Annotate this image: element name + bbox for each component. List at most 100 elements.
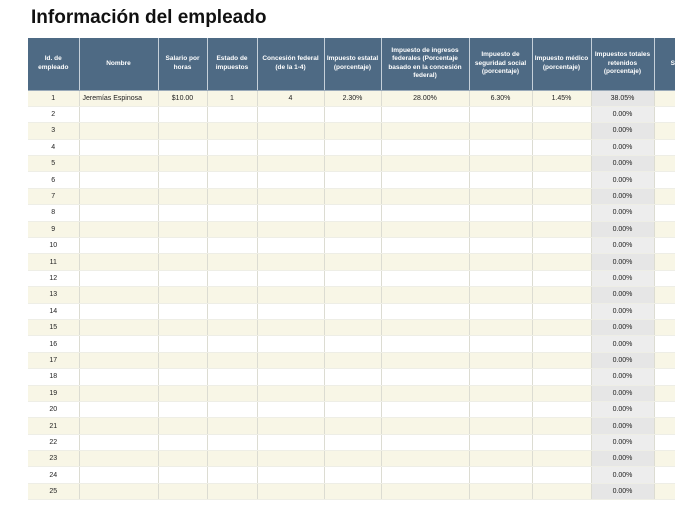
cell-deduction[interactable] — [654, 253, 675, 271]
cell-medical-tax[interactable] — [532, 139, 592, 157]
cell-federal-allowance[interactable] — [257, 401, 325, 419]
cell-employee-id[interactable]: 23 — [28, 450, 80, 468]
cell-total-withheld[interactable]: 0.00% — [591, 204, 655, 222]
cell-medical-tax[interactable] — [532, 237, 592, 255]
cell-social-security-tax[interactable] — [469, 417, 533, 435]
cell-tax-status[interactable] — [207, 155, 258, 173]
cell-federal-allowance[interactable] — [257, 188, 325, 206]
cell-federal-income-tax[interactable] — [381, 253, 470, 271]
cell-hourly-wage[interactable]: $10.00 — [158, 90, 208, 107]
cell-name[interactable] — [79, 368, 159, 386]
cell-deduction[interactable] — [654, 417, 675, 435]
cell-federal-allowance[interactable]: 4 — [257, 90, 325, 107]
cell-medical-tax[interactable] — [532, 188, 592, 206]
cell-tax-status[interactable] — [207, 434, 258, 452]
cell-deduction[interactable]: $ — [654, 90, 675, 107]
cell-hourly-wage[interactable] — [158, 401, 208, 419]
cell-social-security-tax[interactable] — [469, 368, 533, 386]
cell-deduction[interactable] — [654, 319, 675, 337]
cell-name[interactable] — [79, 483, 159, 500]
cell-name[interactable] — [79, 450, 159, 468]
cell-federal-income-tax[interactable] — [381, 385, 470, 402]
cell-tax-status[interactable] — [207, 106, 258, 124]
cell-social-security-tax[interactable] — [469, 221, 533, 239]
cell-social-security-tax[interactable] — [469, 385, 533, 402]
cell-employee-id[interactable]: 12 — [28, 270, 80, 288]
cell-medical-tax[interactable] — [532, 401, 592, 419]
cell-hourly-wage[interactable] — [158, 417, 208, 435]
cell-medical-tax[interactable] — [532, 319, 592, 337]
cell-employee-id[interactable]: 13 — [28, 286, 80, 304]
cell-medical-tax[interactable] — [532, 368, 592, 386]
cell-federal-income-tax[interactable] — [381, 466, 470, 484]
cell-name[interactable] — [79, 401, 159, 419]
cell-state-tax[interactable] — [324, 466, 382, 484]
cell-federal-allowance[interactable] — [257, 286, 325, 304]
cell-social-security-tax[interactable] — [469, 335, 533, 353]
cell-deduction[interactable] — [654, 270, 675, 288]
cell-total-withheld[interactable]: 0.00% — [591, 319, 655, 337]
cell-name[interactable] — [79, 237, 159, 255]
cell-hourly-wage[interactable] — [158, 434, 208, 452]
cell-federal-allowance[interactable] — [257, 434, 325, 452]
cell-tax-status[interactable] — [207, 352, 258, 370]
cell-social-security-tax[interactable] — [469, 139, 533, 157]
cell-total-withheld[interactable]: 0.00% — [591, 237, 655, 255]
cell-tax-status[interactable] — [207, 286, 258, 304]
cell-social-security-tax[interactable] — [469, 270, 533, 288]
header-hourly-wage[interactable]: Salario por horas — [158, 38, 208, 91]
cell-name[interactable] — [79, 106, 159, 124]
cell-deduction[interactable] — [654, 434, 675, 452]
cell-name[interactable] — [79, 335, 159, 353]
cell-tax-status[interactable] — [207, 368, 258, 386]
cell-total-withheld[interactable]: 0.00% — [591, 122, 655, 140]
cell-deduction[interactable] — [654, 450, 675, 468]
cell-deduction[interactable] — [654, 483, 675, 500]
cell-deduction[interactable]: $ — [654, 106, 675, 124]
cell-state-tax[interactable] — [324, 155, 382, 173]
cell-total-withheld[interactable]: 0.00% — [591, 221, 655, 239]
cell-total-withheld[interactable]: 0.00% — [591, 352, 655, 370]
cell-federal-income-tax[interactable] — [381, 368, 470, 386]
cell-social-security-tax[interactable] — [469, 450, 533, 468]
cell-medical-tax[interactable] — [532, 270, 592, 288]
cell-deduction[interactable] — [654, 171, 675, 189]
cell-medical-tax[interactable] — [532, 204, 592, 222]
cell-hourly-wage[interactable] — [158, 303, 208, 320]
cell-employee-id[interactable]: 18 — [28, 368, 80, 386]
cell-deduction[interactable] — [654, 204, 675, 222]
cell-name[interactable] — [79, 204, 159, 222]
cell-state-tax[interactable] — [324, 270, 382, 288]
cell-hourly-wage[interactable] — [158, 286, 208, 304]
cell-deduction[interactable] — [654, 237, 675, 255]
cell-hourly-wage[interactable] — [158, 368, 208, 386]
cell-hourly-wage[interactable] — [158, 139, 208, 157]
cell-social-security-tax[interactable]: 6.30% — [469, 90, 533, 107]
cell-deduction[interactable] — [654, 335, 675, 353]
cell-medical-tax[interactable] — [532, 106, 592, 124]
cell-federal-income-tax[interactable] — [381, 139, 470, 157]
cell-total-withheld[interactable]: 0.00% — [591, 466, 655, 484]
cell-hourly-wage[interactable] — [158, 106, 208, 124]
cell-medical-tax[interactable] — [532, 303, 592, 320]
cell-federal-income-tax[interactable] — [381, 155, 470, 173]
header-medical-tax[interactable]: Impuesto médico (porcentaje) — [532, 38, 592, 91]
cell-federal-allowance[interactable] — [257, 450, 325, 468]
cell-name[interactable] — [79, 139, 159, 157]
header-name[interactable]: Nombre — [79, 38, 159, 91]
cell-state-tax[interactable] — [324, 434, 382, 452]
cell-name[interactable] — [79, 417, 159, 435]
cell-state-tax[interactable] — [324, 319, 382, 337]
cell-hourly-wage[interactable] — [158, 188, 208, 206]
cell-state-tax[interactable]: 2.30% — [324, 90, 382, 107]
cell-name[interactable] — [79, 385, 159, 402]
cell-federal-allowance[interactable] — [257, 352, 325, 370]
cell-state-tax[interactable] — [324, 450, 382, 468]
cell-social-security-tax[interactable] — [469, 483, 533, 500]
cell-total-withheld[interactable]: 0.00% — [591, 335, 655, 353]
cell-state-tax[interactable] — [324, 139, 382, 157]
cell-deduction[interactable] — [654, 139, 675, 157]
cell-federal-allowance[interactable] — [257, 106, 325, 124]
cell-medical-tax[interactable] — [532, 286, 592, 304]
cell-tax-status[interactable] — [207, 221, 258, 239]
